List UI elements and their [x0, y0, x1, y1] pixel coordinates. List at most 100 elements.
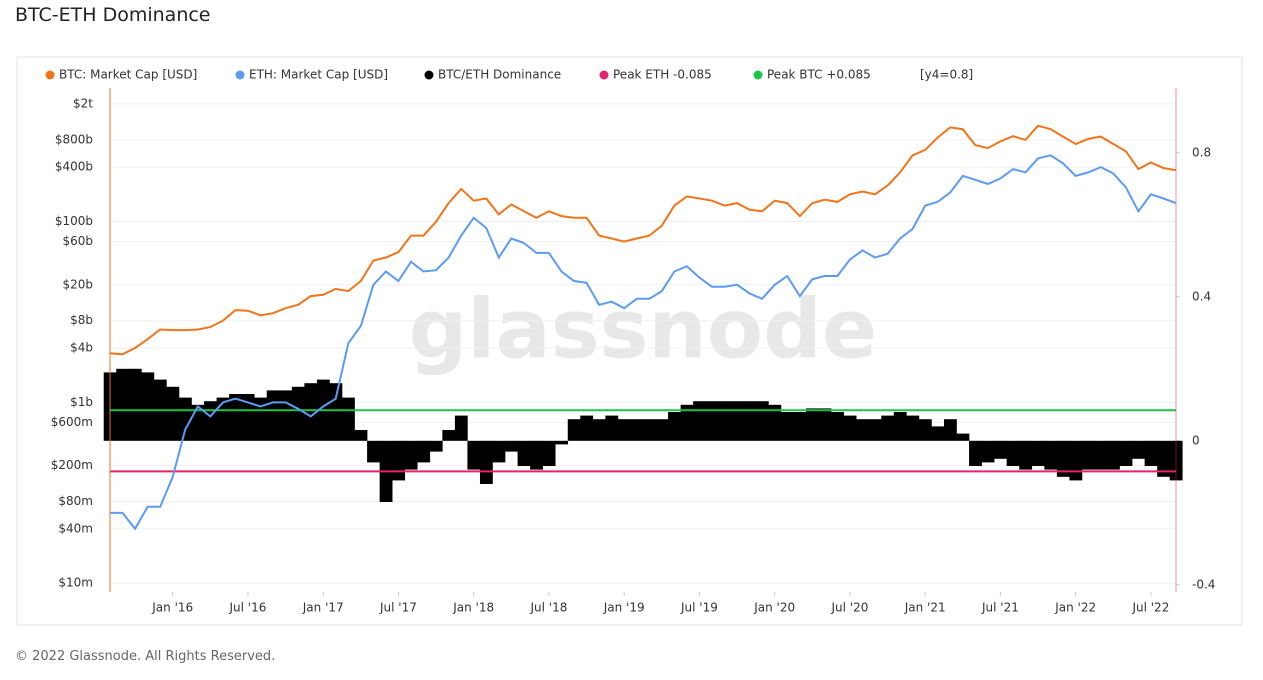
dominance-bar	[881, 415, 895, 441]
series-line	[110, 154, 1177, 531]
legend-label: Peak BTC +0.085	[767, 68, 871, 82]
x-tick-label: Jan '20	[753, 601, 795, 615]
y-tick-label: $8b	[70, 313, 93, 327]
chart-frame	[16, 56, 1243, 626]
dominance-bar	[592, 419, 606, 441]
dominance-bar	[567, 419, 581, 441]
watermark: glassnode	[409, 282, 878, 377]
x-tick-label: Jan '16	[151, 601, 193, 615]
dominance-bar	[868, 419, 882, 441]
dominance-bar	[780, 412, 794, 441]
dominance-bar	[931, 426, 945, 441]
chart: glassnode $2t $800b $400b $100b $60b $20b $8b $4…	[16, 56, 1243, 626]
dominance-bar	[793, 412, 807, 441]
dominance-bar	[630, 419, 644, 441]
y-tick-label: $1b	[70, 395, 93, 409]
y-tick-label: $200m	[51, 458, 93, 472]
legend-marker	[753, 70, 763, 80]
dominance-bar	[893, 412, 907, 441]
y-tick-label: $60b	[62, 234, 93, 248]
dominance-bar	[617, 419, 631, 441]
dominance-bar	[843, 415, 857, 441]
x-tick-label: Jul '22	[1131, 601, 1169, 615]
dominance-bar	[492, 440, 506, 463]
dominance-bar	[467, 440, 481, 470]
dominance-bar	[768, 404, 782, 441]
y-tick-label: $80m	[58, 494, 93, 508]
x-tick-label: Jul '20	[830, 601, 868, 615]
dominance-bar	[918, 419, 932, 441]
dominance-bar	[216, 397, 230, 441]
y-tick-label: $100b	[55, 214, 93, 228]
dominance-bar	[856, 419, 870, 441]
legend-marker	[45, 70, 55, 80]
dominance-bar	[229, 394, 242, 441]
dominance-bar	[1119, 440, 1133, 466]
y-tick-label: $2t	[73, 96, 93, 110]
dominance-bar	[429, 440, 443, 452]
dominance-bar	[643, 419, 656, 441]
dominance-bar	[605, 415, 619, 441]
dominance-bar	[392, 440, 406, 481]
legend-label: BTC/ETH Dominance	[438, 68, 561, 82]
dominance-bar	[1144, 440, 1158, 466]
y2-tick-label: 0.4	[1192, 289, 1211, 303]
dominance-bar	[342, 397, 355, 441]
dominance-bar	[505, 440, 518, 452]
dominance-bar	[354, 430, 368, 441]
x-tick-label: Jan '21	[904, 601, 946, 615]
dominance-bar	[241, 394, 255, 441]
dominance-bar	[1069, 440, 1083, 481]
x-tick-label: Jan '17	[302, 601, 344, 615]
legend-marker	[599, 70, 609, 80]
page-title: BTC-ETH Dominance	[15, 4, 211, 26]
dominance-bar	[580, 415, 594, 441]
dominance-bar	[517, 440, 531, 466]
y2-tick-label: 0	[1192, 433, 1200, 447]
dominance-bar	[981, 440, 995, 463]
x-tick-label: Jan '19	[603, 601, 645, 615]
dominance-bar	[906, 415, 920, 441]
dominance-bar	[969, 440, 982, 466]
legend-marker	[424, 70, 434, 80]
dominance-bar	[367, 440, 380, 463]
y-tick-label: $4b	[70, 340, 93, 354]
x-tick-label: Jan '18	[452, 601, 494, 615]
dominance-bar	[1157, 440, 1171, 477]
dominance-bar	[404, 440, 418, 470]
dominance-bar	[743, 401, 757, 441]
dominance-bar	[1019, 440, 1033, 470]
y2-tick-label: 0.8	[1192, 145, 1211, 159]
dominance-bar	[442, 430, 456, 441]
dominance-bar	[266, 390, 280, 441]
x-tick-label: Jul '16	[229, 601, 267, 615]
footer: © 2022 Glassnode. All Rights Reserved.	[15, 649, 276, 664]
dominance-bar	[831, 412, 844, 441]
dominance-bar	[479, 440, 493, 484]
y-tick-label: $40m	[58, 521, 93, 535]
dominance-bar	[730, 401, 744, 441]
dominance-bar	[718, 401, 732, 441]
dominance-bar	[994, 440, 1007, 459]
dominance-bar	[655, 419, 669, 441]
legend-label: Peak ETH -0.085	[613, 68, 712, 82]
dominance-bar	[806, 408, 819, 441]
dominance-bar	[454, 415, 468, 441]
dominance-bar	[116, 368, 130, 441]
dominance-bar	[680, 404, 694, 441]
dominance-bar	[204, 401, 217, 441]
y-tick-label: $800b	[55, 132, 93, 146]
dominance-bar	[329, 383, 343, 441]
y-tick-label: $20b	[62, 277, 93, 291]
dominance-bar	[755, 401, 769, 441]
y-tick-label: $400b	[55, 160, 93, 174]
dominance-bar	[530, 440, 543, 470]
y-tick-label: $10m	[58, 576, 93, 590]
y2-tick-label: -0.4	[1192, 577, 1215, 591]
dominance-bar	[128, 368, 142, 441]
dominance-bar	[417, 440, 431, 463]
dominance-bar	[304, 383, 318, 441]
legend-note: [y4=0.8]	[920, 68, 973, 82]
legend-label: BTC: Market Cap [USD]	[59, 68, 197, 82]
